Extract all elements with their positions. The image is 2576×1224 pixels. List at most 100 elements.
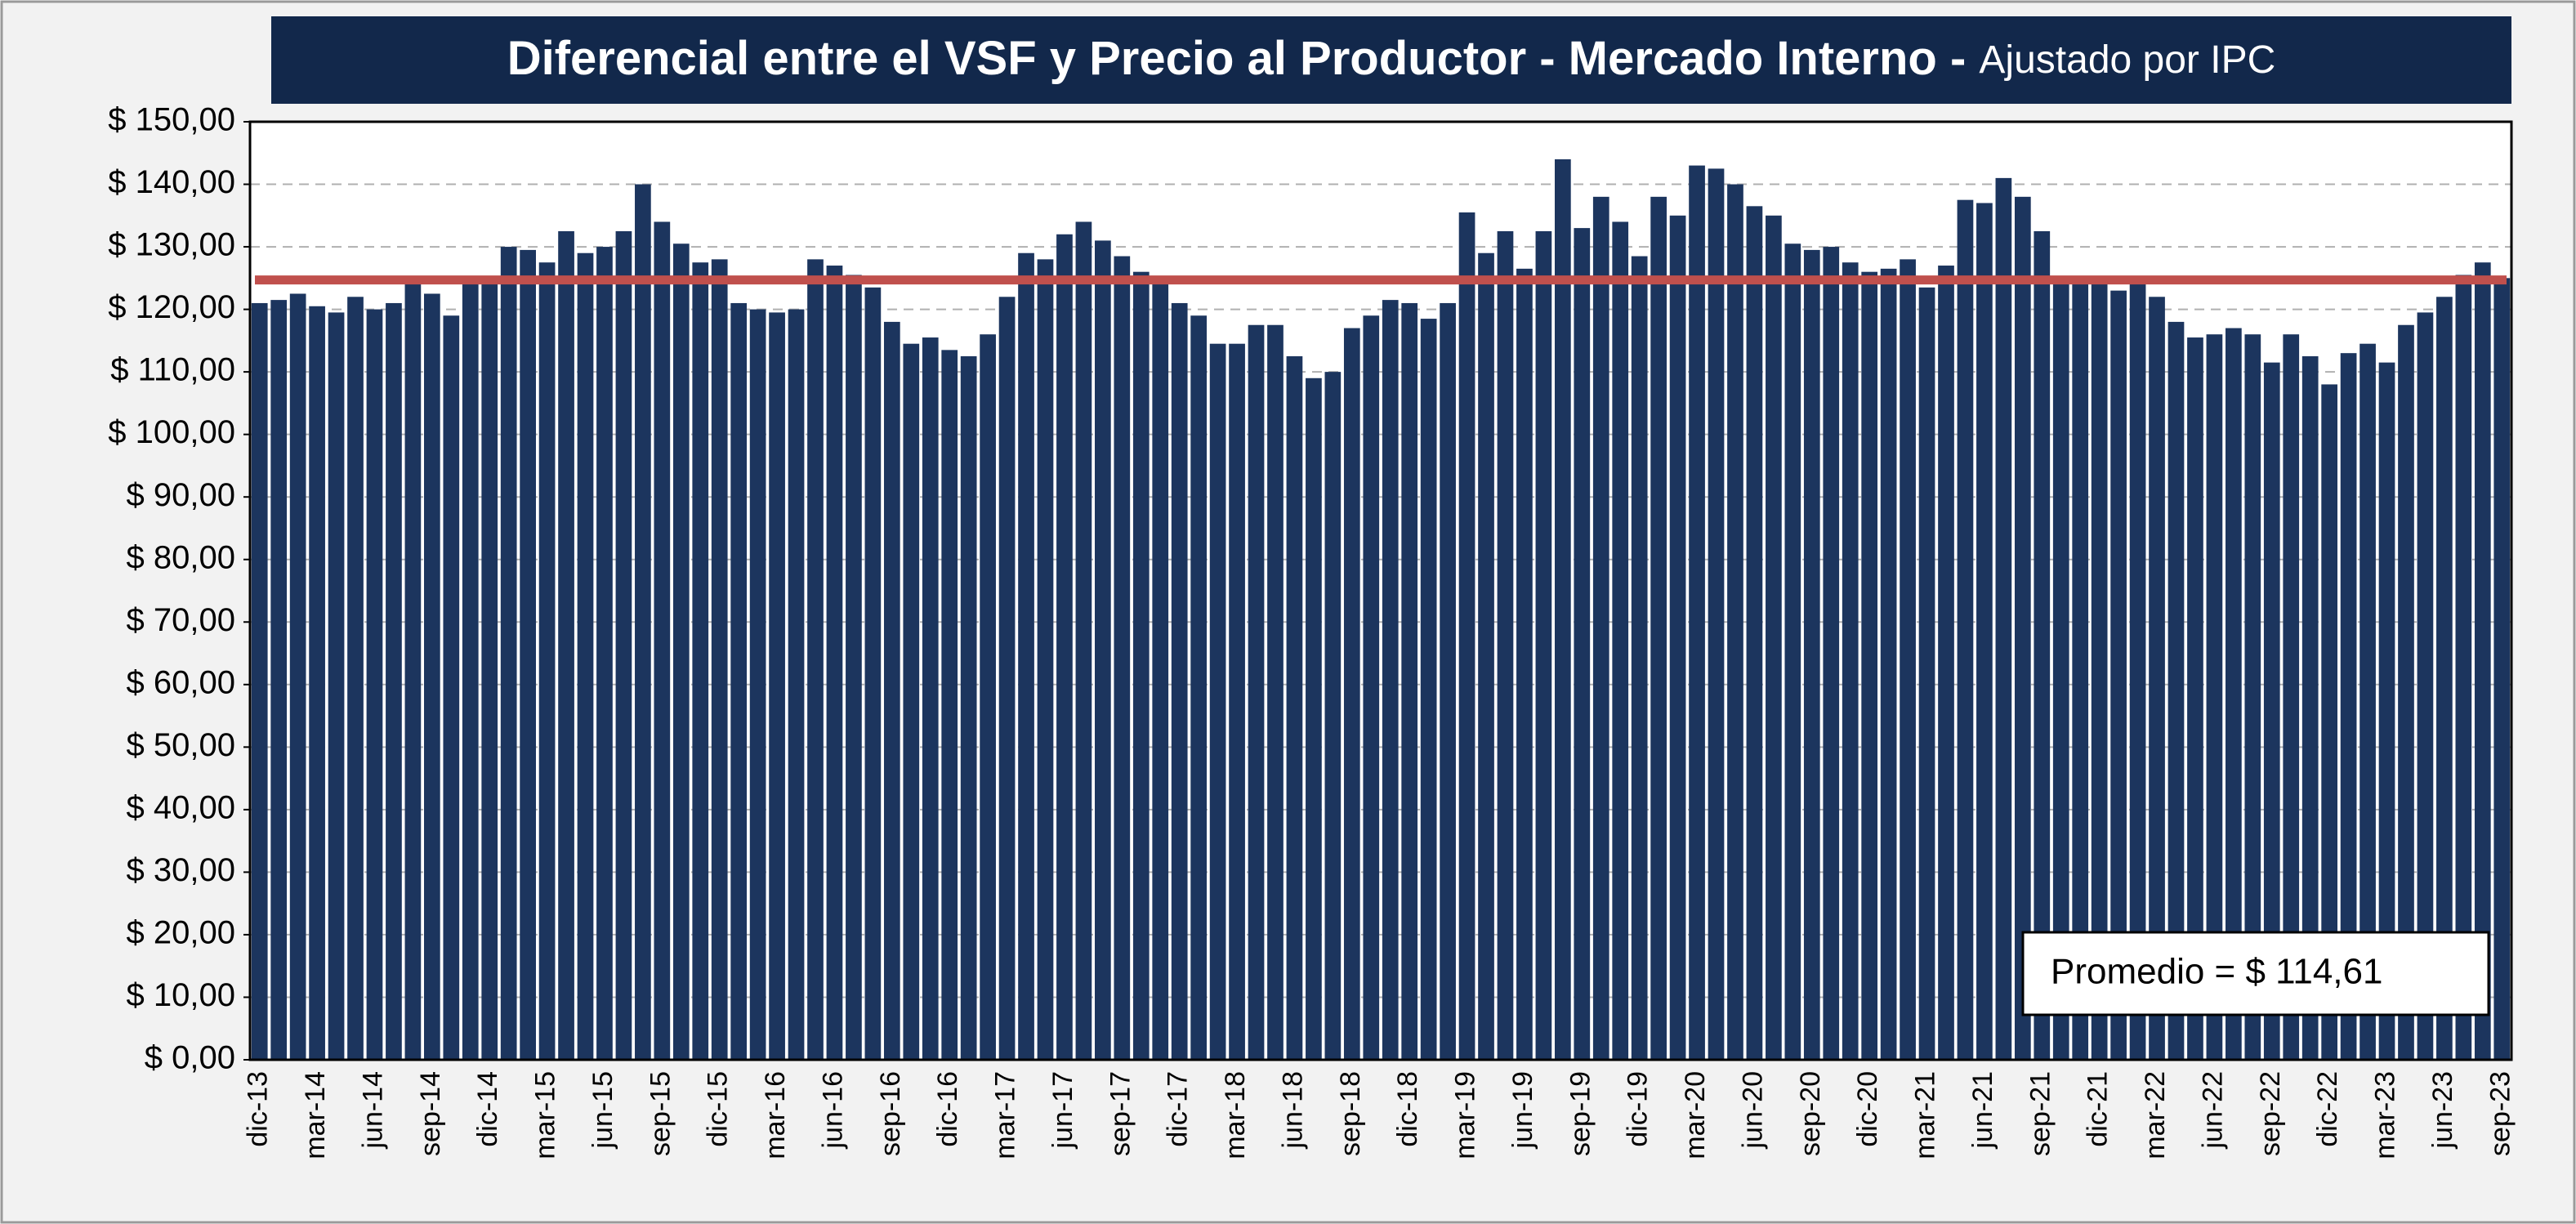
bar: [1401, 302, 1418, 1060]
y-tick-label: $ 30,00: [127, 852, 235, 888]
x-tick-label: jun-18: [1277, 1071, 1308, 1150]
bar: [1766, 215, 1782, 1060]
bar: [2417, 312, 2434, 1061]
y-tick-label: $ 80,00: [127, 539, 235, 575]
x-tick-label: mar-17: [990, 1071, 1021, 1159]
bar: [1209, 343, 1226, 1060]
bar: [1880, 268, 1897, 1060]
bar: [1018, 252, 1034, 1061]
bar: [1075, 221, 1092, 1060]
x-tick-label: jun-23: [2427, 1071, 2458, 1150]
x-tick-label: mar-23: [2370, 1071, 2401, 1159]
bar: [2187, 337, 2203, 1060]
bar: [788, 309, 805, 1061]
y-tick-label: $ 130,00: [108, 227, 235, 263]
bar: [2455, 275, 2472, 1060]
bar: [1938, 266, 1954, 1060]
x-tick-label: sep-23: [2484, 1071, 2516, 1156]
y-tick-label: $ 90,00: [127, 477, 235, 513]
y-tick-label: $ 50,00: [127, 727, 235, 763]
bar: [1861, 271, 1878, 1060]
bar: [998, 297, 1016, 1060]
bar: [1574, 228, 1591, 1060]
annotation-box: [2021, 931, 2490, 1016]
bar: [2436, 297, 2453, 1060]
bar: [883, 321, 900, 1060]
bar: [1056, 234, 1073, 1060]
bar: [2378, 362, 2395, 1060]
x-tick-label: sep-20: [1795, 1071, 1826, 1156]
bar: [1842, 262, 1859, 1060]
bar: [1554, 159, 1571, 1060]
y-tick-label: $ 150,00: [108, 102, 235, 138]
x-tick-label: dic-14: [472, 1071, 503, 1147]
bar: [1324, 372, 1342, 1061]
bar: [749, 309, 766, 1061]
bar: [2359, 343, 2376, 1060]
bar: [1900, 259, 1916, 1061]
x-tick-label: sep-16: [875, 1071, 906, 1156]
title-main: Diferencial entre el VSF y Precio al Pro…: [507, 32, 1980, 85]
bar: [2129, 278, 2146, 1060]
title-banner: [271, 16, 2511, 104]
bar: [1784, 243, 1801, 1060]
bar: [1420, 319, 1437, 1061]
bar: [309, 306, 325, 1061]
x-tick-label: dic-13: [243, 1071, 274, 1147]
annotation-text: Promedio = $ 114,61: [2051, 952, 2382, 992]
chart-title: Diferencial entre el VSF y Precio al Pro…: [507, 32, 2276, 85]
bar: [654, 221, 671, 1060]
bar: [2072, 281, 2089, 1060]
x-tick-label: jun-22: [2197, 1071, 2228, 1150]
bar: [1746, 206, 1763, 1060]
bar: [769, 312, 785, 1061]
bar: [462, 284, 479, 1060]
bar: [1152, 281, 1169, 1060]
bar: [2206, 334, 2223, 1060]
y-tick-label: $ 140,00: [108, 164, 235, 200]
bar: [1727, 184, 1743, 1061]
bar: [1803, 249, 1820, 1061]
bar: [2283, 334, 2300, 1060]
bar: [1631, 256, 1648, 1061]
bar: [2034, 230, 2051, 1060]
bar: [500, 247, 517, 1061]
bar: [1306, 377, 1322, 1061]
x-tick-label: dic-22: [2312, 1071, 2343, 1147]
bar: [1037, 259, 1054, 1061]
x-tick-label: dic-21: [2083, 1071, 2114, 1147]
bar: [635, 184, 651, 1061]
bar: [2263, 362, 2280, 1060]
bar: [1229, 343, 1245, 1060]
y-tick-label: $ 110,00: [110, 352, 235, 388]
bar: [1267, 324, 1284, 1060]
bar: [922, 337, 939, 1060]
bar: [1708, 168, 1725, 1060]
bar: [2301, 356, 2319, 1060]
bar: [2168, 321, 2185, 1060]
bar: [1516, 268, 1533, 1060]
x-tick-label: sep-19: [1565, 1071, 1596, 1156]
bar: [1497, 230, 1514, 1060]
bar: [386, 302, 402, 1060]
bar: [1114, 256, 1131, 1061]
plot-border: [248, 120, 2513, 1061]
y-tick-label: $ 10,00: [127, 977, 235, 1013]
title-subtitle: Ajustado por IPC: [1979, 38, 2275, 82]
bar: [1248, 324, 1265, 1060]
bar: [2474, 262, 2491, 1060]
bar: [443, 315, 460, 1061]
bar: [846, 275, 862, 1060]
bar: [328, 312, 345, 1061]
bar: [2493, 278, 2511, 1060]
bar: [1669, 215, 1686, 1060]
bar: [520, 249, 536, 1061]
bar: [807, 259, 824, 1061]
bar: [481, 281, 498, 1060]
bar: [1612, 221, 1629, 1060]
bar: [1440, 302, 1456, 1060]
x-tick-label: jun-14: [357, 1071, 388, 1150]
bar: [1689, 165, 1705, 1060]
